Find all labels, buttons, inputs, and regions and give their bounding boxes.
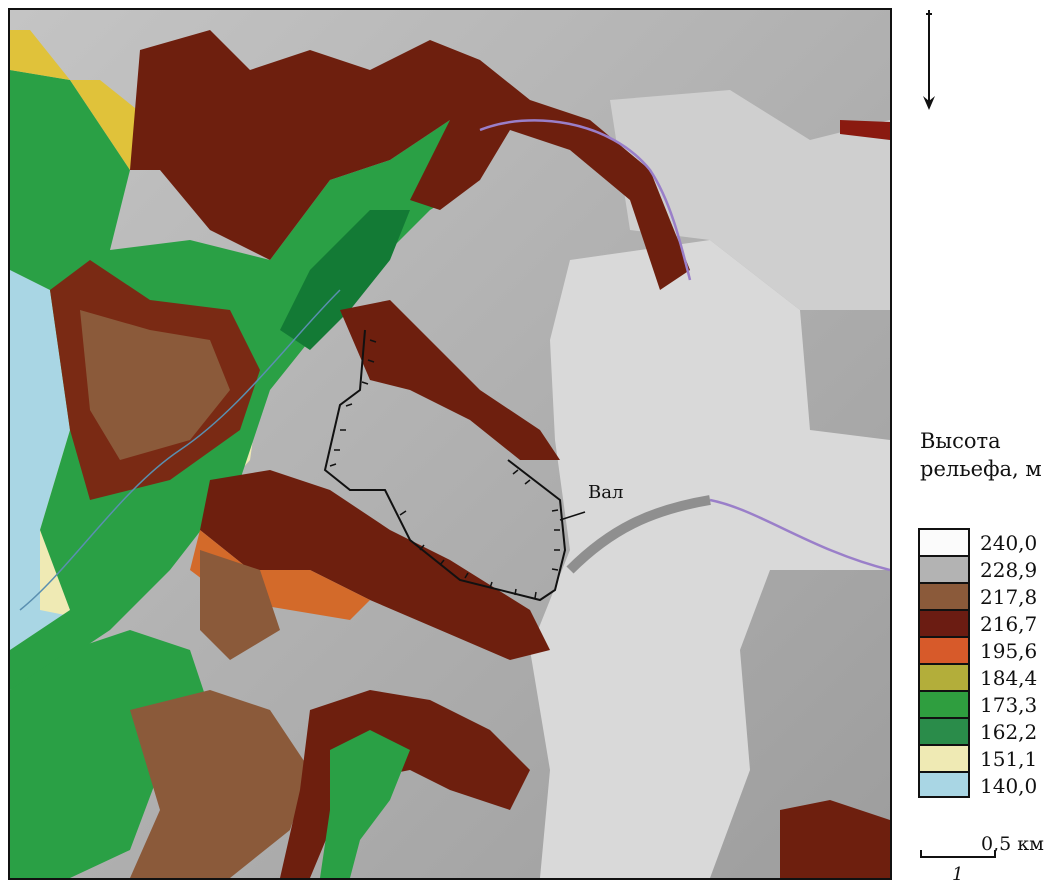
legend-item: 228,9 xyxy=(918,555,1052,582)
plateau-area xyxy=(530,240,890,878)
ridge-southeast-brown xyxy=(780,800,890,878)
rampart-leader xyxy=(559,511,586,521)
legend-label: 140,0 xyxy=(980,774,1038,798)
legend-item: 162,2 xyxy=(918,717,1052,744)
legend-label: 228,9 xyxy=(980,558,1038,582)
slope-south-brown xyxy=(130,690,310,878)
scale-bar xyxy=(920,850,996,858)
legend-item: 151,1 xyxy=(918,744,1052,771)
legend-swatch xyxy=(918,582,970,609)
plateau-brown-west xyxy=(80,310,230,460)
page-number: 1 xyxy=(952,864,964,885)
legend-item: 240,0 xyxy=(918,528,1052,555)
legend-label: 184,4 xyxy=(980,666,1038,690)
river-north xyxy=(479,119,692,281)
lowland-west xyxy=(10,270,70,650)
legend-item: 195,6 xyxy=(918,636,1052,663)
legend-swatch xyxy=(918,717,970,744)
legend-item: 216,7 xyxy=(918,609,1052,636)
valley-dark-green xyxy=(280,210,410,350)
valley-south-green xyxy=(10,630,210,878)
ridge-south-green xyxy=(320,730,410,878)
valley-yellow-edge xyxy=(10,30,500,170)
relief-map-canvas xyxy=(10,10,890,878)
legend-item: 217,8 xyxy=(918,582,1052,609)
rampart-ticks xyxy=(329,339,560,599)
legend-swatch xyxy=(918,744,970,771)
slope-brown-north xyxy=(130,30,690,290)
legend-swatch xyxy=(918,555,970,582)
legend-swatch xyxy=(918,690,970,717)
legend-item: 184,4 xyxy=(918,663,1052,690)
legend-label: 195,6 xyxy=(980,639,1038,663)
legend-swatch xyxy=(918,609,970,636)
slope-brown-central xyxy=(340,300,560,460)
legend-label: 151,1 xyxy=(980,747,1038,771)
legend-label: 217,8 xyxy=(980,585,1038,609)
legend-title-line2: рельефа, м xyxy=(920,457,1042,481)
stream-west xyxy=(19,289,341,611)
legend-swatch xyxy=(918,636,970,663)
north-arrow-icon xyxy=(923,10,935,110)
ridge-northeast-red xyxy=(840,120,890,140)
legend-label: 216,7 xyxy=(980,612,1038,636)
gully-east xyxy=(566,495,711,574)
legend-swatch xyxy=(918,771,970,798)
legend-swatch xyxy=(918,528,970,555)
legend-label: 173,3 xyxy=(980,693,1038,717)
plateau-brown-southwest xyxy=(200,550,280,660)
legend-item: 140,0 xyxy=(918,771,1052,798)
slope-brown-south xyxy=(200,470,550,660)
legend-label: 240,0 xyxy=(980,531,1038,555)
rampart-label: Вал xyxy=(588,482,624,503)
ridge-south-brown xyxy=(280,690,530,878)
legend-item: 173,3 xyxy=(918,690,1052,717)
legend-label: 162,2 xyxy=(980,720,1038,744)
river-east xyxy=(709,498,890,572)
scale-label: 0,5 км xyxy=(981,833,1044,855)
rampart-line xyxy=(323,329,567,602)
legend-swatch xyxy=(918,663,970,690)
legend-title-line1: Высота xyxy=(920,429,1001,453)
relief-map xyxy=(8,8,892,880)
plateau-upper xyxy=(610,90,890,310)
